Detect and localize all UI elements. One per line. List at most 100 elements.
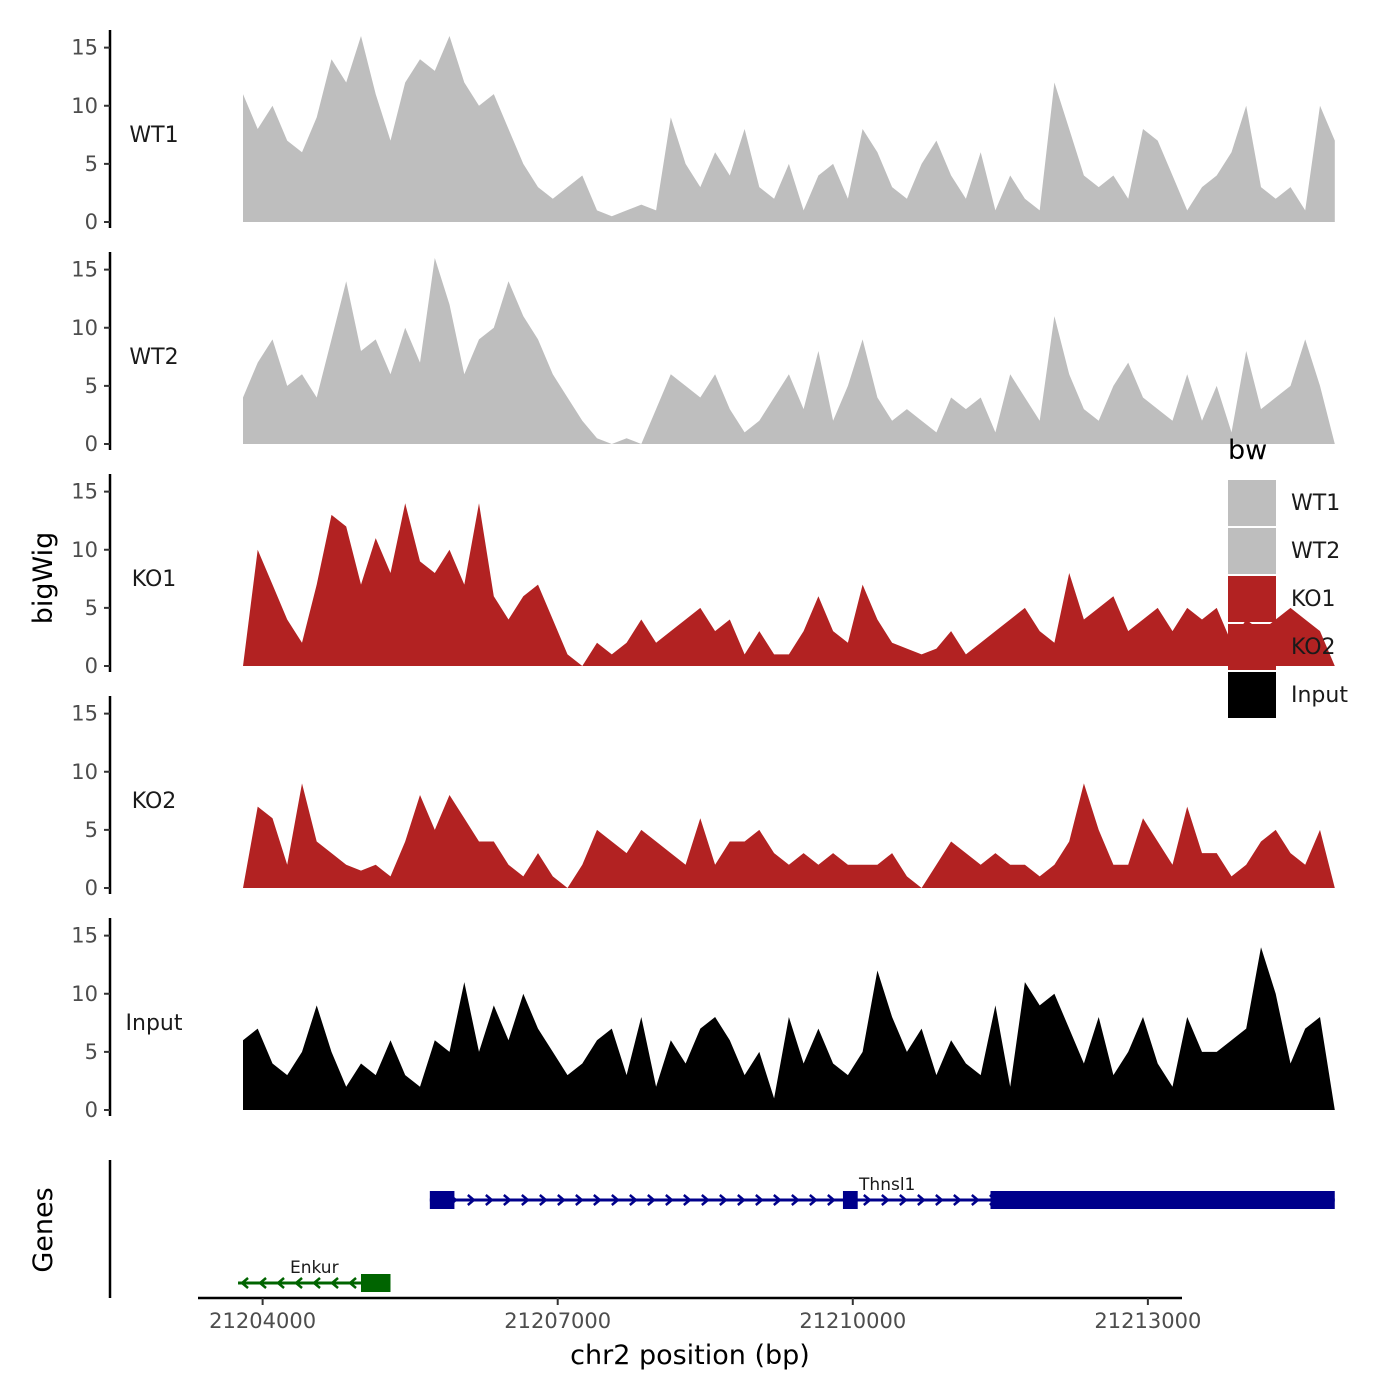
strand-arrow [593,1194,602,1206]
coverage-area-ko2 [243,783,1335,888]
strand-arrow [971,1194,980,1206]
strand-arrow [330,1277,339,1289]
y-tick-label: 5 [85,818,98,842]
legend-label-ko2: KO2 [1291,635,1336,660]
track-label: Input [126,1011,183,1036]
y-tick-label: 15 [71,480,98,504]
genes-axis-title: Genes [28,1187,59,1272]
strand-arrow [240,1277,249,1289]
strand-arrow [809,1194,818,1206]
y-tick-label: 5 [85,374,98,398]
legend-swatch-ko1 [1228,576,1276,622]
strand-arrow [737,1194,746,1206]
strand-arrow [953,1194,962,1206]
strand-arrow [647,1194,656,1206]
legend-label-input: Input [1291,683,1348,708]
coverage-area-input [243,947,1335,1110]
x-tick-label: 21213000 [1094,1309,1201,1333]
track-label: WT2 [129,345,178,370]
x-axis-title: chr2 position (bp) [570,1340,810,1371]
strand-arrow [755,1194,764,1206]
strand-arrow [773,1194,782,1206]
legend-label-wt2: WT2 [1291,539,1340,564]
track-label: KO2 [132,789,177,814]
strand-arrow [348,1277,357,1289]
strand-arrow [881,1194,890,1206]
gene-thnsl1: Thnsl1 [429,1175,1335,1209]
strand-arrow [485,1194,494,1206]
gene-exon [360,1274,391,1292]
track-label: WT1 [129,123,178,148]
gene-label: Thnsl1 [858,1175,915,1195]
y-tick-label: 10 [71,982,98,1006]
y-tick-label: 0 [85,876,98,900]
strand-arrow [791,1194,800,1206]
x-tick-label: 21210000 [799,1309,906,1333]
y-tick-label: 0 [85,432,98,456]
legend-title: bw [1228,435,1267,466]
legend-swatch-input [1228,672,1276,718]
y-tick-label: 10 [71,538,98,562]
strand-arrow [312,1277,321,1289]
y-tick-label: 15 [71,258,98,282]
y-tick-label: 0 [85,210,98,234]
coverage-area-wt1 [243,36,1335,222]
strand-arrow [575,1194,584,1206]
y-tick-label: 5 [85,152,98,176]
track-ko2: 0 5 10 15 KO2 [71,696,1335,900]
gene-exon [429,1191,455,1209]
legend: bw WT1 WT2 KO1 KO2 Input [1228,435,1348,718]
strand-arrow [899,1194,908,1206]
strand-arrow [611,1194,620,1206]
x-tick-label: 21204000 [209,1309,316,1333]
gene-label: Enkur [290,1258,339,1278]
track-label: KO1 [132,567,177,592]
y-tick-label: 10 [71,760,98,784]
strand-arrow [665,1194,674,1206]
strand-arrow [467,1194,476,1206]
legend-label-ko1: KO1 [1291,587,1336,612]
coverage-tracks: 0 5 10 15 WT1 0 5 10 15 WT2 0 5 10 15 KO1 0 5 10 15 KO2 0 5 10… [71,30,1335,1122]
strand-arrow [719,1194,728,1206]
y-tick-label: 0 [85,654,98,678]
strand-arrow [557,1194,566,1206]
gene-exon [990,1191,1335,1209]
strand-arrow [629,1194,638,1206]
x-tick-label: 21207000 [504,1309,611,1333]
y-tick-label: 15 [71,36,98,60]
y-tick-label: 10 [71,94,98,118]
legend-swatch-wt1 [1228,480,1276,526]
y-tick-label: 15 [71,924,98,948]
strand-arrow [539,1194,548,1206]
gene-track: Thnsl1 Enkur [108,1160,1335,1298]
strand-arrow [503,1194,512,1206]
y-tick-label: 5 [85,1040,98,1064]
strand-arrow [294,1277,303,1289]
y-axis-title: bigWig [28,532,59,625]
track-input: 0 5 10 15 Input [71,918,1335,1122]
legend-swatch-wt2 [1228,528,1276,574]
strand-arrow [863,1194,872,1206]
gene-exon [842,1191,858,1209]
y-tick-label: 15 [71,702,98,726]
gene-enkur: Enkur [238,1258,391,1292]
track-ko1: 0 5 10 15 KO1 [71,474,1335,678]
strand-arrow [683,1194,692,1206]
coverage-area-wt2 [243,258,1335,444]
y-tick-label: 5 [85,596,98,620]
strand-arrow [258,1277,267,1289]
x-axis: 21204000 21207000 21210000 21213000 [198,1296,1201,1333]
strand-arrow [276,1277,285,1289]
strand-arrow [935,1194,944,1206]
coverage-area-ko1 [243,503,1335,666]
track-wt2: 0 5 10 15 WT2 [71,252,1335,456]
strand-arrow [827,1194,836,1206]
y-tick-label: 10 [71,316,98,340]
strand-arrow [917,1194,926,1206]
legend-label-wt1: WT1 [1291,491,1340,516]
strand-arrow [701,1194,710,1206]
track-wt1: 0 5 10 15 WT1 [71,30,1335,234]
legend-swatch-ko2 [1228,624,1276,670]
strand-arrow [521,1194,530,1206]
